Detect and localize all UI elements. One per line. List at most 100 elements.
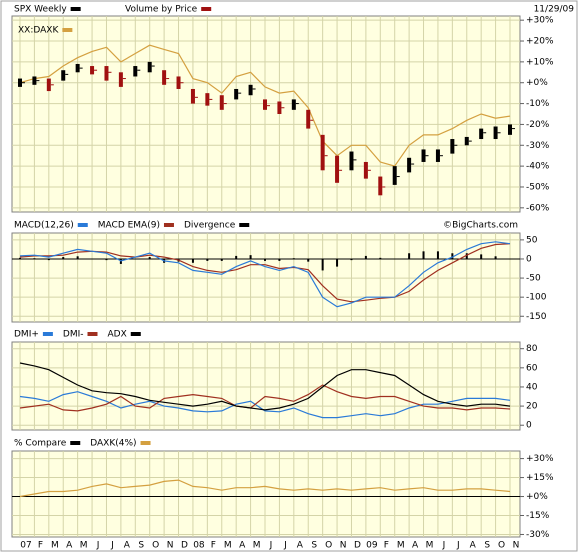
series-line: [19, 243, 511, 303]
legend-label: DAXK(4%): [90, 439, 136, 449]
x-tick-label: S: [138, 541, 144, 551]
y-tick-label: -50: [526, 274, 541, 284]
price-bar: [46, 78, 51, 92]
x-tick-label: M: [397, 541, 405, 551]
divergence-bar: [480, 254, 483, 259]
x-tick-label: M: [80, 541, 88, 551]
y-tick-label: -40%: [526, 162, 550, 172]
price-bar: [75, 63, 80, 73]
y-tick-label: +10%: [526, 57, 554, 67]
divergence-bar: [408, 253, 411, 259]
divergence-bar: [364, 255, 367, 259]
legend-label: DMI-: [63, 330, 84, 340]
series-line: [19, 241, 511, 308]
series-line: [19, 384, 511, 412]
price-bar: [421, 149, 426, 162]
x-tick-label: O: [152, 541, 159, 551]
price-bar: [190, 88, 195, 104]
x-tick-label: D: [354, 541, 361, 551]
y-tick-label: -150: [526, 312, 547, 322]
price-bar: [349, 151, 354, 171]
y-tick-label: -30%: [526, 530, 550, 540]
x-tick-label: J: [456, 541, 460, 551]
divergence-bar: [379, 257, 382, 259]
divergence-bar: [321, 258, 324, 271]
series-line: [19, 362, 511, 411]
divergence-bar: [19, 257, 21, 259]
x-tick-label: J: [110, 541, 114, 551]
legend-swatch: [201, 7, 212, 11]
price-bar: [335, 155, 340, 183]
x-tick-label: S: [484, 541, 490, 551]
x-tick-label: J: [269, 541, 273, 551]
y-tick-label: 0: [526, 254, 532, 264]
y-tick-label: +20%: [526, 37, 554, 47]
y-tick-label: -20%: [526, 120, 550, 130]
price-bar: [407, 157, 412, 173]
legend-label: DMI+: [14, 330, 39, 340]
x-tick-label: O: [325, 541, 332, 551]
price-bar: [435, 149, 440, 162]
legend-swatch: [70, 441, 81, 445]
divergence-bar: [436, 251, 439, 259]
price-bar: [464, 136, 469, 146]
y-tick-label: +30%: [526, 454, 554, 464]
y-tick-label: 50: [526, 235, 538, 245]
legend-swatch: [163, 223, 174, 227]
legend-label: Volume by Price: [125, 5, 198, 15]
price-bar: [90, 66, 95, 75]
divergence-bar: [307, 258, 310, 262]
divergence-bar: [191, 258, 194, 263]
x-tick-label: A: [239, 541, 246, 551]
price-bar: [263, 99, 267, 110]
price-bar: [176, 76, 181, 89]
divergence-bar: [350, 258, 353, 261]
chart-title: SPX Weekly: [14, 5, 67, 15]
x-tick-label: M: [426, 541, 434, 551]
x-tick-label: M: [51, 541, 59, 551]
legend-label: % Compare: [14, 439, 67, 449]
x-tick-label: M: [224, 541, 232, 551]
legend-swatch: [42, 332, 53, 336]
legend-swatch: [130, 332, 141, 336]
price-bar: [234, 88, 239, 100]
x-tick-label: N: [513, 541, 520, 551]
x-tick-label: S: [311, 541, 317, 551]
y-tick-label: 40: [526, 382, 538, 392]
x-tick-label: A: [124, 541, 131, 551]
legend-label: MACD EMA(9): [98, 221, 160, 231]
y-tick-label: -30%: [526, 141, 550, 151]
divergence-bar: [76, 256, 79, 259]
x-tick-label: A: [297, 541, 304, 551]
legend-swatch: [70, 7, 81, 11]
divergence-bar: [336, 258, 339, 267]
price-bar: [392, 166, 397, 185]
divergence-bar: [451, 253, 454, 259]
y-tick-label: 0: [526, 421, 532, 431]
price-bar: [61, 70, 66, 81]
y-tick-label: +0%: [526, 492, 548, 502]
price-bar: [32, 76, 37, 85]
x-tick-label: D: [181, 541, 188, 551]
x-tick-label: O: [498, 541, 505, 551]
divergence-bar: [33, 258, 36, 259]
y-tick-label: -60%: [526, 203, 550, 213]
price-bar: [118, 72, 123, 87]
legend-swatch: [140, 441, 151, 445]
price-bar: [306, 109, 311, 129]
price-bar: [133, 66, 138, 77]
legend-swatch: [239, 223, 250, 227]
price-bar: [450, 139, 455, 154]
price-bar: [508, 124, 512, 135]
x-tick-label: F: [211, 541, 216, 551]
price-bar: [493, 126, 498, 140]
x-tick-label: A: [412, 541, 419, 551]
divergence-bar: [249, 255, 252, 259]
price-bar: [479, 128, 484, 140]
x-tick-label: A: [66, 541, 73, 551]
legend-label: ADX: [108, 330, 127, 340]
y-tick-label: 60: [526, 363, 538, 373]
y-tick-label: +30%: [526, 16, 554, 26]
x-tick-label: F: [384, 541, 389, 551]
